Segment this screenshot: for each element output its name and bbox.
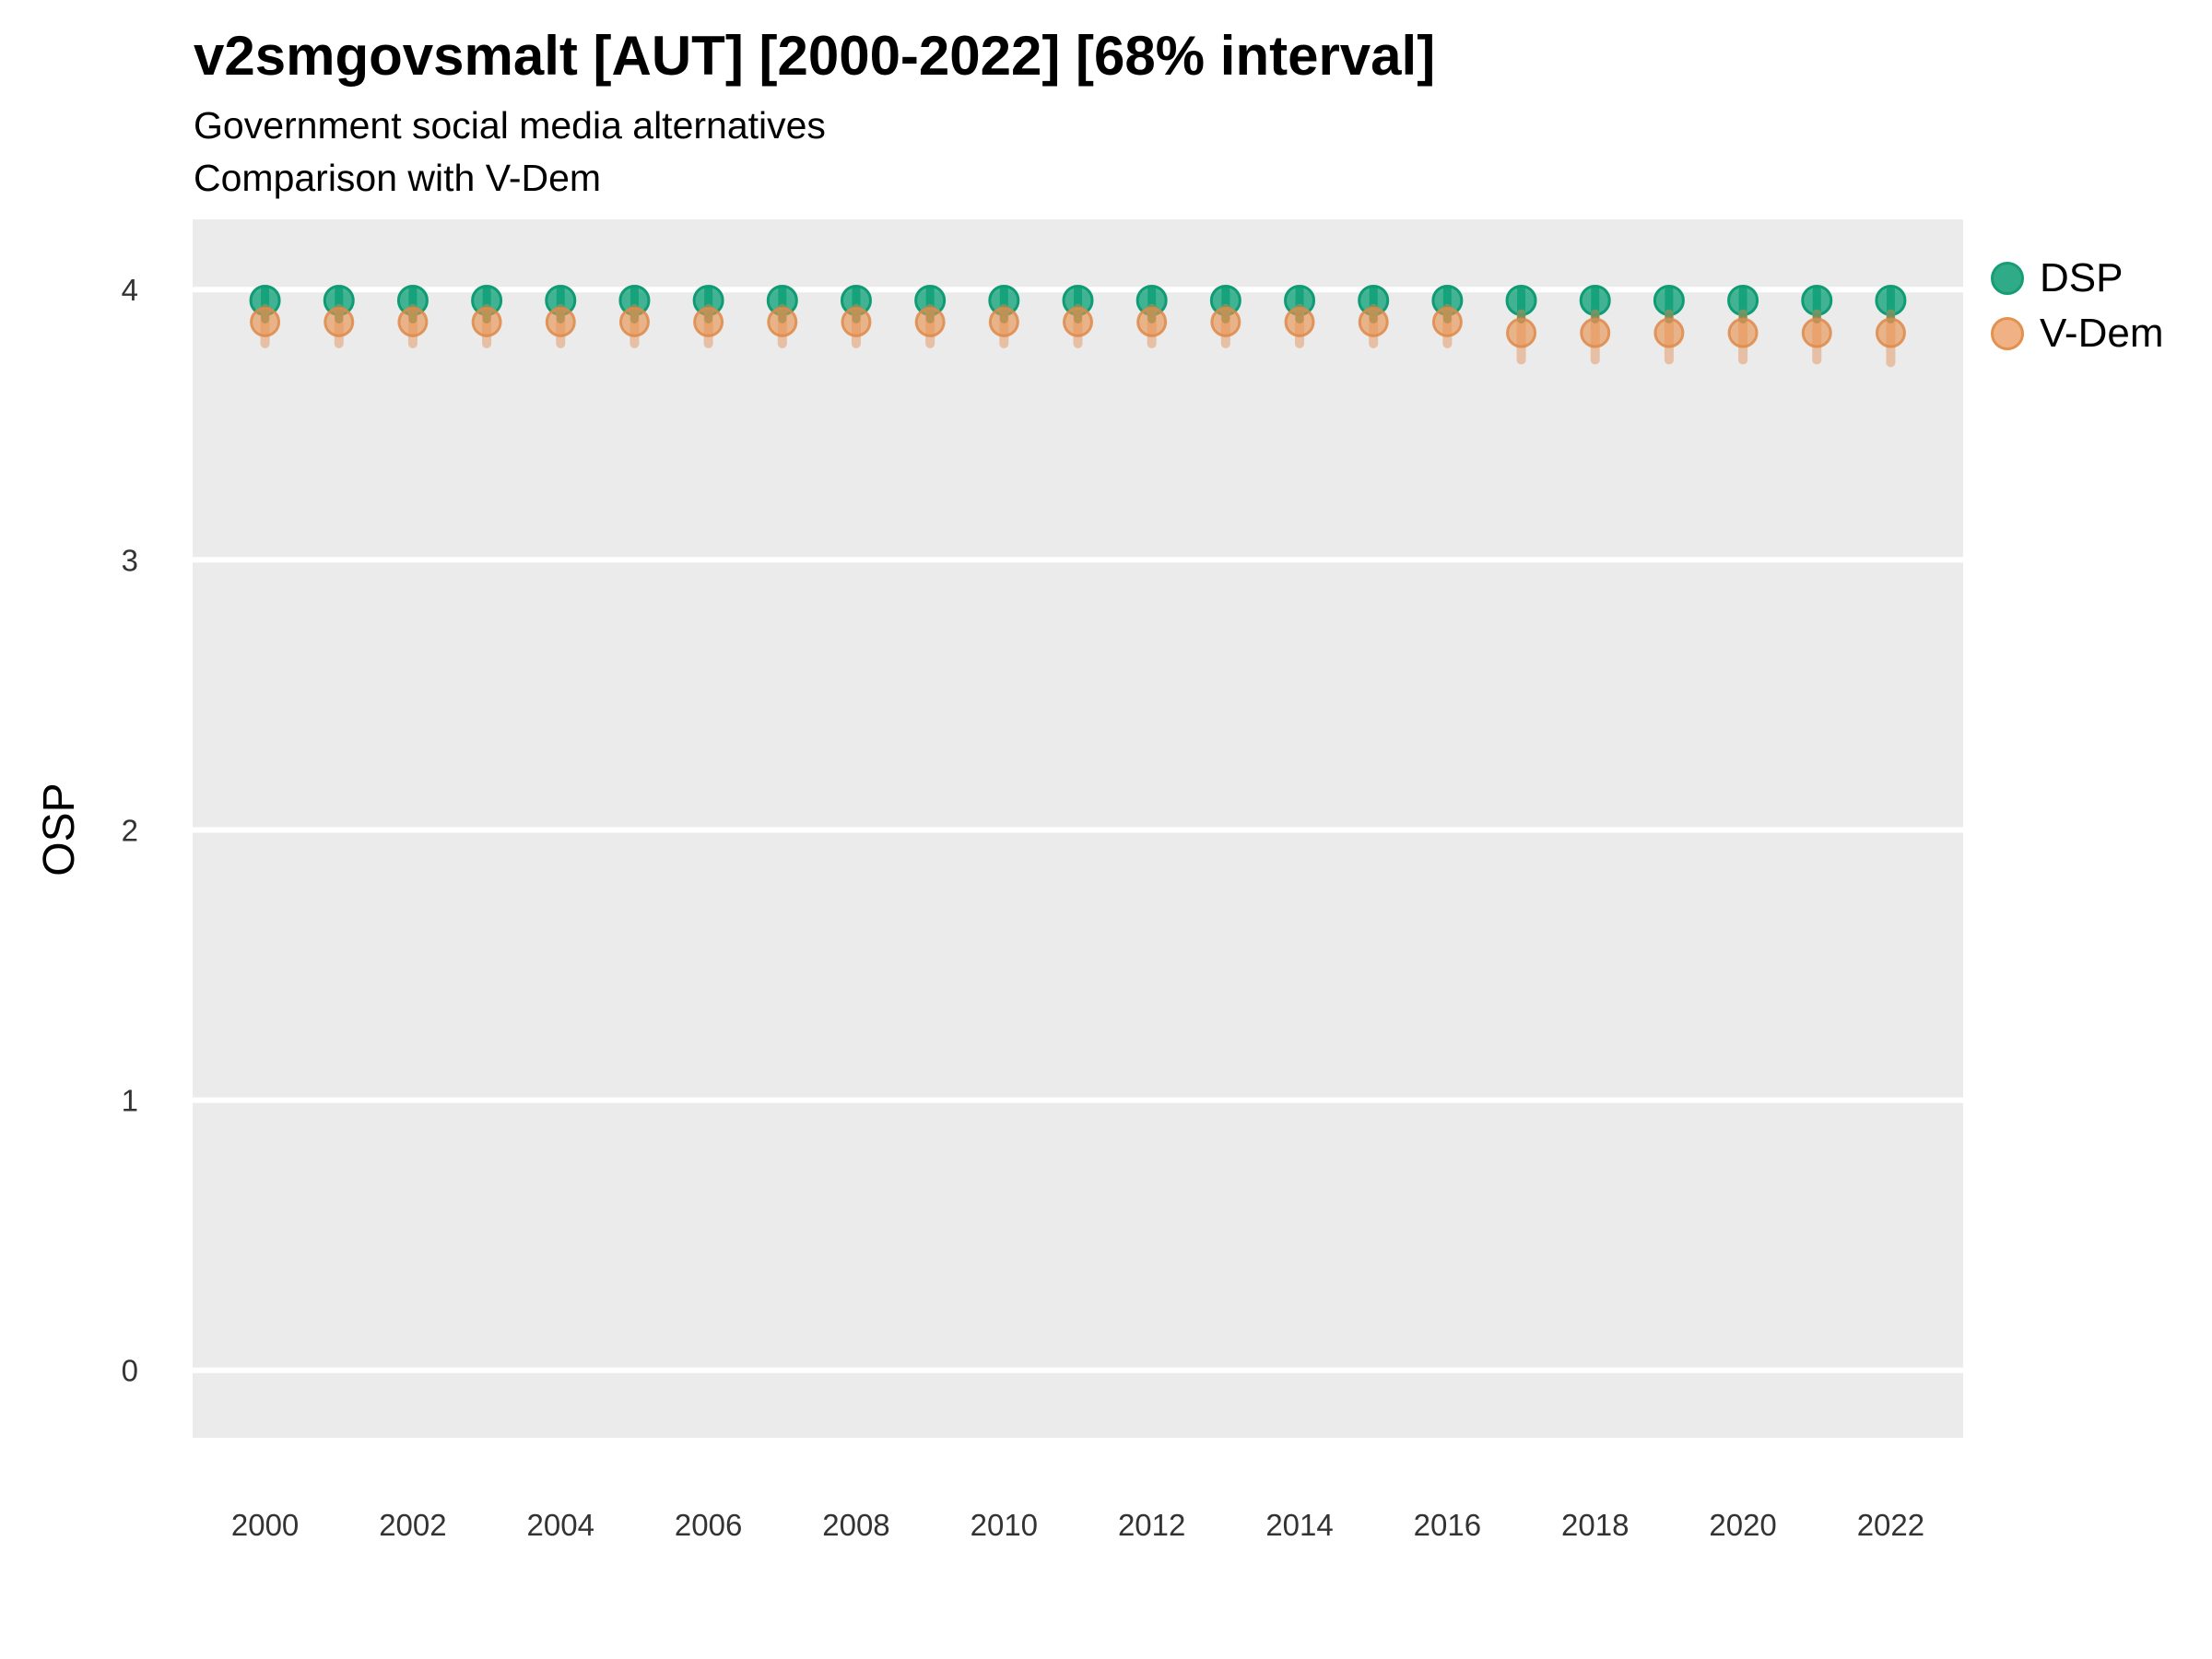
x-tick-label-2014: 2014	[1265, 1508, 1333, 1542]
dsp-point-2019	[1653, 284, 1685, 316]
vdem-point-2016	[1431, 306, 1463, 337]
vdem-point-2013	[1210, 306, 1241, 337]
x-tick-label-2002: 2002	[379, 1508, 446, 1542]
chart-subtitle: Government social media alternatives Com…	[194, 100, 1435, 204]
x-tick-label-2022: 2022	[1857, 1508, 1924, 1542]
x-tick-label-2000: 2000	[231, 1508, 299, 1542]
x-tick-label-2018: 2018	[1561, 1508, 1629, 1542]
vdem-point-2012	[1136, 306, 1168, 337]
vdem-point-2008	[841, 306, 872, 337]
x-tick-label-2012: 2012	[1118, 1508, 1185, 1542]
vdem-point-2001	[324, 306, 355, 337]
vdem-point-2002	[397, 306, 429, 337]
vdem-point-2020	[1727, 317, 1759, 348]
vdem-point-2010	[988, 306, 1019, 337]
y-tick-label-0: 0	[122, 1354, 138, 1388]
y-axis-title: OSP	[35, 782, 84, 876]
legend-item-vdem: V-Dem	[1991, 306, 2163, 361]
vdem-point-2015	[1358, 306, 1389, 337]
vdem-point-2022	[1875, 317, 1906, 348]
x-tick-label-2016: 2016	[1414, 1508, 1481, 1542]
x-tick-label-2006: 2006	[675, 1508, 742, 1542]
dsp-point-2017	[1505, 284, 1537, 316]
vdem-point-2003	[471, 306, 502, 337]
legend-label-vdem: V-Dem	[2040, 311, 2164, 356]
y-tick-label-4: 4	[122, 273, 138, 307]
chart-subtitle-line2: Comparison with V-Dem	[194, 156, 602, 199]
vdem-point-2021	[1801, 317, 1832, 348]
vdem-point-2006	[693, 306, 724, 337]
x-tick-label-2010: 2010	[971, 1508, 1038, 1542]
vdem-point-2005	[618, 306, 650, 337]
dsp-legend-dot-icon	[1991, 262, 2024, 295]
vdem-point-2011	[1063, 306, 1093, 337]
vdem-point-2000	[250, 306, 281, 337]
chart-title: v2smgovsmalt [AUT] [2000-2022] [68% inte…	[194, 25, 1436, 87]
dsp-point-2018	[1579, 284, 1611, 316]
x-tick-label-2008: 2008	[822, 1508, 889, 1542]
vdem-point-2004	[545, 306, 576, 337]
legend: DSP V-Dem	[1991, 251, 2163, 361]
vdem-point-2018	[1580, 317, 1611, 348]
y-tick-label-3: 3	[122, 543, 138, 577]
x-tick-label-2020: 2020	[1709, 1508, 1776, 1542]
series-dsp	[249, 284, 1907, 324]
dsp-point-2021	[1801, 284, 1833, 316]
vdem-point-2007	[767, 306, 798, 337]
x-tick-label-2004: 2004	[527, 1508, 594, 1542]
title-block: v2smgovsmalt [AUT] [2000-2022] [68% inte…	[194, 26, 1435, 204]
chart-subtitle-line1: Government social media alternatives	[194, 104, 826, 147]
dsp-point-2022	[1875, 284, 1907, 316]
vdem-point-2009	[914, 306, 946, 337]
vdem-point-2014	[1284, 306, 1315, 337]
vdem-point-2017	[1506, 317, 1537, 348]
y-tick-label-1: 1	[122, 1084, 138, 1118]
dsp-point-2020	[1727, 284, 1759, 316]
legend-label-dsp: DSP	[2040, 255, 2124, 300]
y-tick-label-2: 2	[122, 813, 138, 847]
vdem-point-2019	[1653, 317, 1685, 348]
vdem-legend-dot-icon	[1991, 317, 2024, 350]
series-vdem	[250, 303, 1906, 368]
legend-item-dsp: DSP	[1991, 251, 2163, 306]
